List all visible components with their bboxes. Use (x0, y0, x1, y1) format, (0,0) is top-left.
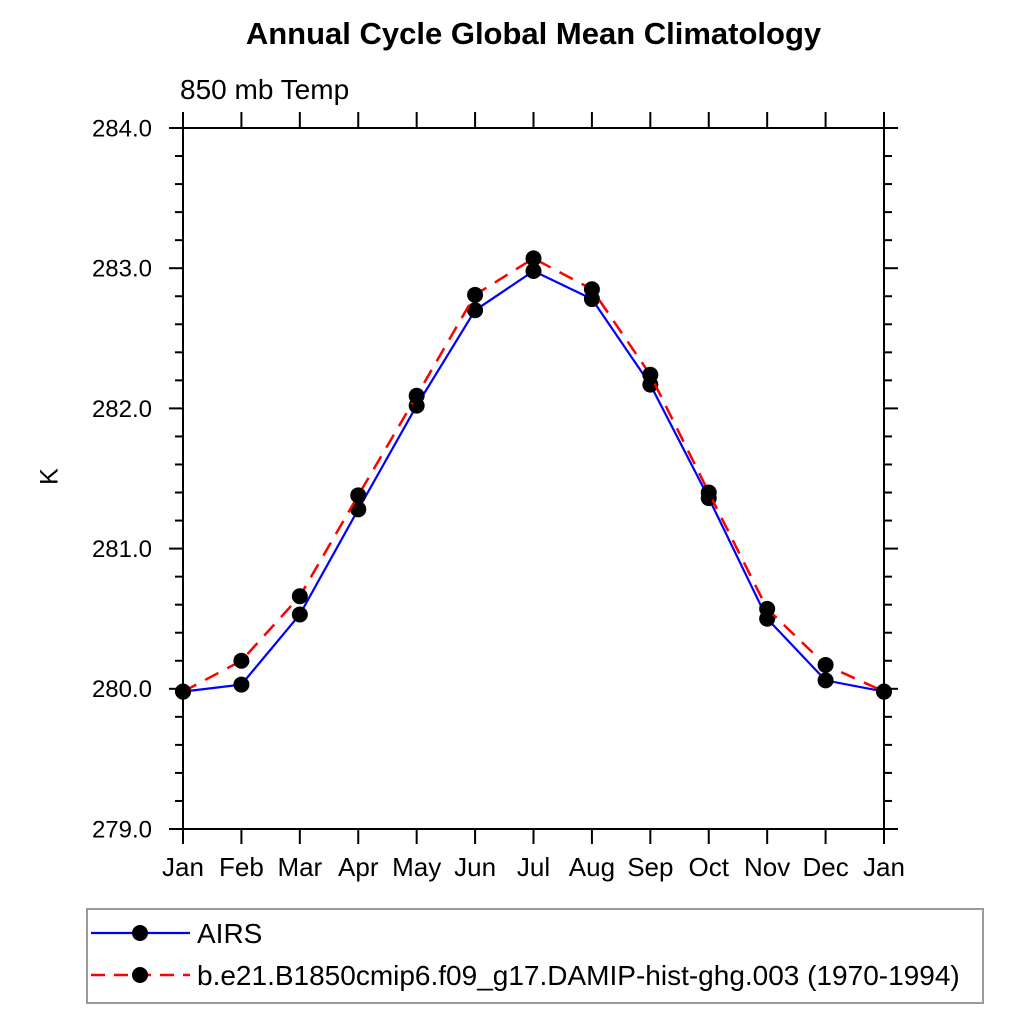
x-tick-label: Mar (277, 852, 322, 882)
data-point (233, 676, 250, 693)
x-tick-label: Jan (863, 852, 905, 882)
x-tick-label: Apr (338, 852, 379, 882)
data-point (175, 683, 191, 700)
x-tick-label: Jun (454, 852, 496, 882)
data-point (233, 652, 250, 669)
y-tick-label: 282.0 (92, 396, 152, 423)
chart-title: Annual Cycle Global Mean Climatology (245, 16, 822, 51)
y-tick-label: 279.0 (92, 816, 152, 843)
legend-marker (132, 967, 148, 983)
series-line-airs (182, 269, 885, 693)
x-tick-label: Nov (744, 852, 790, 882)
data-point (817, 656, 834, 673)
x-tick-label: Oct (689, 852, 730, 882)
x-tick-label: Jan (162, 852, 204, 882)
data-point (642, 366, 659, 383)
data-point (759, 600, 776, 617)
series-line-model (182, 256, 885, 693)
data-point (350, 487, 367, 504)
data-point (467, 286, 484, 303)
data-point (583, 281, 600, 298)
y-tick-label: 280.0 (92, 676, 152, 703)
chart-subtitle: 850 mb Temp (180, 74, 350, 105)
y-tick-label: 283.0 (92, 256, 152, 283)
y-tick-label: 281.0 (92, 536, 152, 563)
data-point (408, 387, 425, 404)
data-point (467, 302, 484, 319)
x-tick-label: Jul (517, 852, 550, 882)
legend-box (86, 908, 984, 1004)
legend-marker (132, 925, 148, 941)
data-point (876, 683, 892, 700)
y-tick-label: 284.0 (92, 115, 152, 142)
data-point (525, 263, 542, 280)
plot-box (182, 127, 885, 830)
x-tick-label: Dec (802, 852, 848, 882)
data-point (700, 484, 717, 501)
data-point (350, 501, 367, 518)
legend-label: AIRS (197, 918, 262, 949)
legend-label: b.e21.B1850cmip6.f09_g17.DAMIP-hist-ghg.… (197, 960, 960, 991)
x-tick-label: Aug (569, 852, 615, 882)
x-tick-label: Feb (219, 852, 264, 882)
data-point (525, 250, 542, 267)
data-point (291, 606, 308, 623)
x-tick-label: Sep (627, 852, 673, 882)
data-point (291, 588, 308, 605)
x-tick-label: May (392, 852, 441, 882)
data-point (817, 672, 834, 689)
